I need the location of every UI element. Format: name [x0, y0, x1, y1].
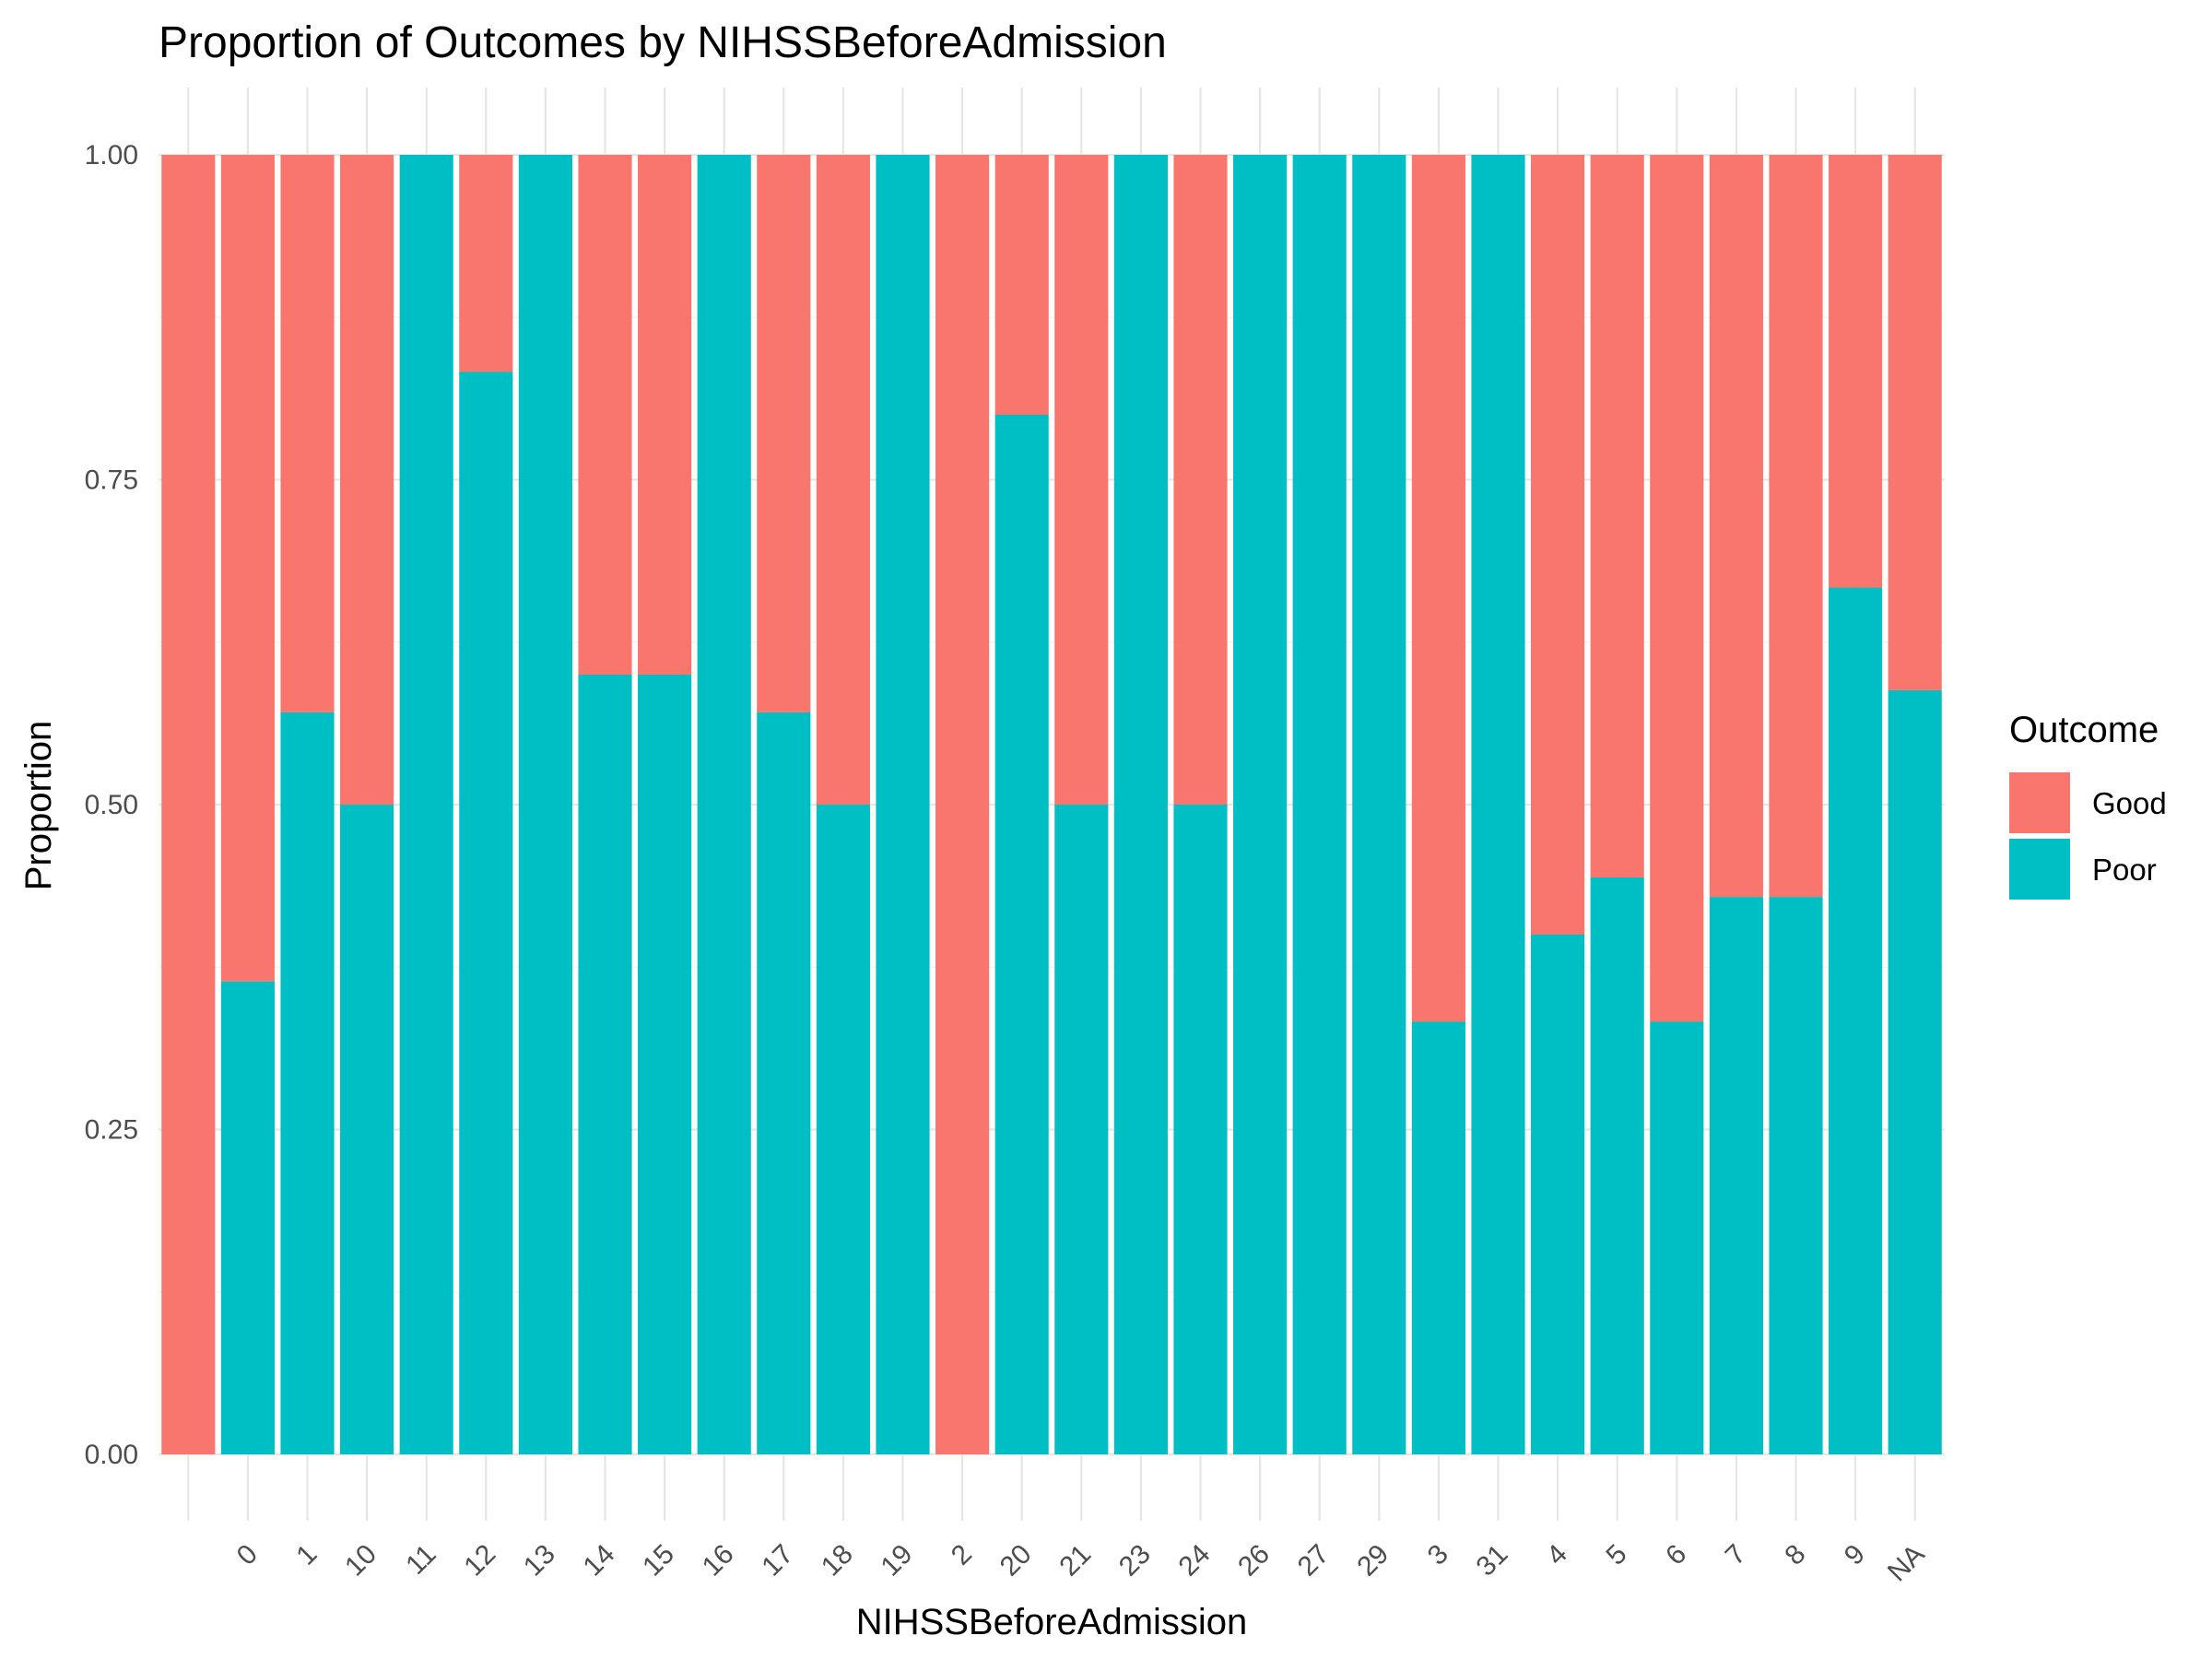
- bar-good-21: [1054, 155, 1109, 805]
- bar-poor-11: [399, 155, 453, 1454]
- y-tick-label: 1.00: [85, 140, 138, 171]
- bar-poor-31: [1471, 155, 1525, 1454]
- x-tick-label: 15: [637, 1539, 680, 1583]
- bar-good-7: [1709, 155, 1763, 898]
- bar-good-18: [816, 155, 870, 805]
- x-tick-label: 5: [1601, 1539, 1633, 1571]
- bar-poor-14: [578, 675, 632, 1454]
- bar-good-20: [994, 155, 1049, 415]
- bar-poor-21: [1054, 805, 1109, 1454]
- x-tick-label: 7: [1720, 1539, 1752, 1571]
- bar-poor-8: [1769, 897, 1823, 1454]
- bar-good-blank: [161, 155, 216, 1454]
- bar-good-15: [638, 155, 692, 675]
- y-tick-label: 0.00: [85, 1440, 138, 1470]
- bar-poor-27: [1292, 155, 1347, 1454]
- bar-poor-20: [994, 415, 1049, 1454]
- x-tick-label: 2: [946, 1539, 978, 1571]
- bar-good-3: [1411, 155, 1465, 1022]
- x-tick-label: 0: [231, 1539, 264, 1571]
- bar-poor-6: [1650, 1021, 1704, 1454]
- x-tick-label: 19: [876, 1539, 919, 1583]
- x-tick-label: 27: [1292, 1539, 1335, 1583]
- x-tick-label: 29: [1351, 1539, 1394, 1583]
- y-tick-label: 0.50: [85, 790, 138, 820]
- legend-items: Good Poor: [2009, 772, 2167, 900]
- legend-swatch-poor: [2009, 839, 2070, 900]
- bar-good-4: [1531, 155, 1585, 935]
- x-tick-label: 12: [458, 1539, 501, 1583]
- x-tick-label: NA: [1882, 1539, 1931, 1588]
- x-axis: 0 1 10 11 12 13 14 15 16 17 18 19 2 20 21 23 24 26 27 29 3 31…: [187, 1512, 1931, 1588]
- bar-good-NA: [1888, 155, 1942, 690]
- bar-good-10: [340, 155, 394, 805]
- bar-poor-NA: [1888, 689, 1942, 1454]
- x-tick-label: 26: [1232, 1539, 1276, 1583]
- x-tick-label: 13: [518, 1539, 561, 1583]
- bar-poor-5: [1590, 877, 1644, 1454]
- y-tick-label: 0.75: [85, 465, 138, 496]
- bar-poor-18: [816, 805, 870, 1454]
- bar-good-5: [1590, 155, 1644, 877]
- x-tick-label: 3: [1422, 1539, 1454, 1571]
- x-tick-label: 21: [1053, 1539, 1097, 1583]
- bar-poor-19: [876, 155, 930, 1454]
- legend: Outcome Good Poor: [2009, 710, 2167, 900]
- x-tick-label: 16: [697, 1539, 740, 1583]
- bar-good-2: [935, 155, 990, 1454]
- chart-title: Proportion of Outcomes by NIHSSBeforeAdm…: [159, 18, 1167, 67]
- bar-poor-17: [757, 712, 811, 1454]
- bar-poor-29: [1352, 155, 1406, 1454]
- x-tick-label: 31: [1471, 1539, 1514, 1583]
- bar-good-24: [1173, 155, 1228, 805]
- y-axis-title: Proportion: [18, 721, 59, 891]
- x-tick-label: 8: [1779, 1539, 1811, 1571]
- legend-label-good: Good: [2092, 786, 2167, 820]
- bar-poor-23: [1113, 155, 1168, 1454]
- bar-poor-16: [697, 155, 751, 1454]
- bar-poor-12: [459, 371, 513, 1455]
- bar-poor-3: [1411, 1021, 1465, 1454]
- x-tick-label: 4: [1541, 1539, 1573, 1571]
- bar-poor-0: [220, 981, 275, 1454]
- x-axis-title: NIHSSBeforeAdmission: [856, 1602, 1248, 1642]
- bar-poor-13: [518, 155, 572, 1454]
- x-tick-label: 6: [1660, 1539, 1692, 1571]
- x-tick-label: 1: [290, 1539, 323, 1571]
- x-tick-label: 20: [994, 1539, 1038, 1583]
- bar-good-1: [280, 155, 335, 712]
- bar-good-9: [1829, 155, 1883, 588]
- x-tick-label: 14: [578, 1539, 621, 1583]
- bars: [161, 155, 1942, 1455]
- bar-poor-24: [1173, 805, 1228, 1454]
- x-tick-label: 11: [400, 1539, 441, 1581]
- legend-label-poor: Poor: [2092, 853, 2157, 887]
- bar-poor-10: [340, 805, 394, 1454]
- bar-good-8: [1769, 155, 1823, 898]
- y-tick-label: 0.25: [85, 1115, 138, 1146]
- bar-good-14: [578, 155, 632, 675]
- legend-title: Outcome: [2009, 710, 2159, 750]
- legend-swatch-good: [2009, 772, 2070, 833]
- bar-poor-15: [638, 675, 692, 1454]
- x-tick-label: 17: [756, 1539, 799, 1583]
- bar-poor-9: [1829, 587, 1883, 1454]
- bar-good-12: [459, 155, 513, 372]
- x-tick-label: 23: [1113, 1539, 1157, 1583]
- bar-good-17: [757, 155, 811, 712]
- x-tick-label: 24: [1173, 1539, 1217, 1583]
- bar-poor-7: [1709, 897, 1763, 1454]
- x-tick-label: 18: [816, 1539, 859, 1583]
- x-tick-label: 10: [339, 1539, 382, 1583]
- bar-good-6: [1650, 155, 1704, 1022]
- bar-poor-26: [1233, 155, 1288, 1454]
- y-axis: 0.00 0.25 0.50 0.75 1.00: [85, 140, 138, 1470]
- bar-poor-4: [1531, 935, 1585, 1454]
- x-tick-label: 9: [1839, 1539, 1871, 1571]
- bar-poor-1: [280, 712, 335, 1454]
- bar-good-0: [220, 155, 275, 982]
